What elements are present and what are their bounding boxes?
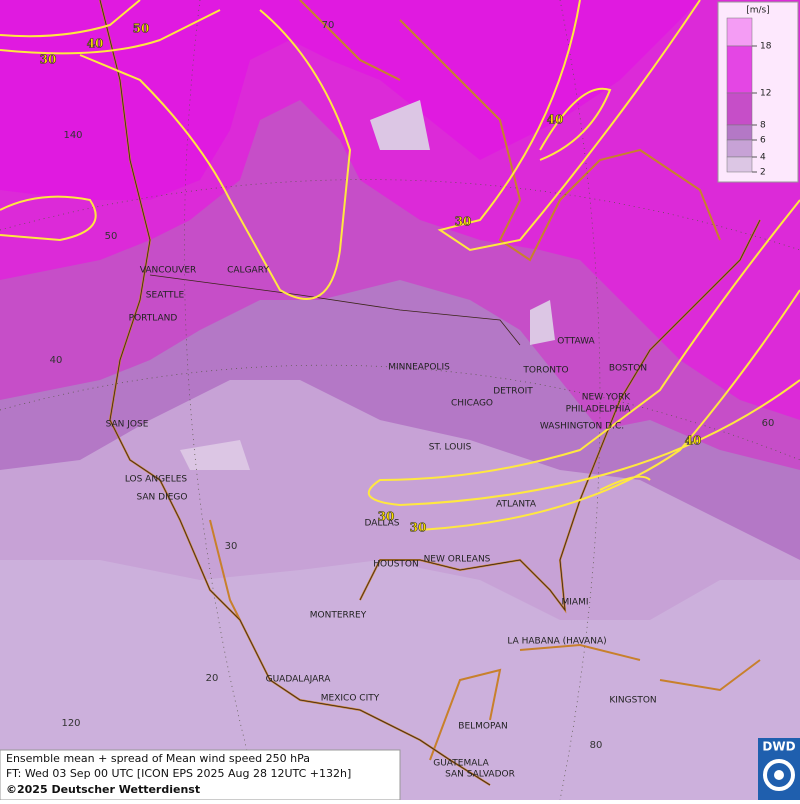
city-label: BOSTON xyxy=(609,364,647,374)
grid-label: 50 xyxy=(105,231,118,242)
city-label: GUADALAJARA xyxy=(266,675,332,685)
field-18 xyxy=(0,0,700,200)
legend-swatch xyxy=(726,92,753,126)
grid-label: 120 xyxy=(61,718,80,729)
city-label: LOS ANGELES xyxy=(125,475,188,485)
grid-label: 20 xyxy=(206,673,219,684)
city-label: TORONTO xyxy=(522,366,568,376)
contour-label: 30 xyxy=(455,215,472,229)
logo-icon xyxy=(763,759,795,791)
city-label: KINGSTON xyxy=(609,696,656,706)
city-label: NEW YORK xyxy=(582,393,632,403)
city-label: SAN JOSE xyxy=(106,420,149,430)
labels: VANCOUVER CALGARY SEATTLE PORTLAND SAN JOSE L… xyxy=(39,20,775,780)
city-label: ATLANTA xyxy=(496,500,537,510)
legend-swatch xyxy=(726,124,753,141)
legend-label: 18 xyxy=(760,42,772,52)
logo-icon xyxy=(774,770,784,780)
contours xyxy=(0,0,800,531)
city-label: MINNEAPOLIS xyxy=(388,363,450,373)
contour-label: 40 xyxy=(547,113,564,127)
contour-label: 40 xyxy=(87,37,104,51)
footer-line: Ensemble mean + spread of Mean wind spee… xyxy=(6,752,310,765)
grid-label: 60 xyxy=(762,418,775,429)
city-label: CALGARY xyxy=(227,266,269,276)
contour-label: 30 xyxy=(410,521,427,535)
footer-line: ©2025 Deutscher Wetterdienst xyxy=(6,783,200,796)
legend-swatch xyxy=(726,139,753,158)
city-label: SEATTLE xyxy=(146,291,185,301)
contour-label: 30 xyxy=(40,53,57,67)
grid-label: 30 xyxy=(225,541,238,552)
footer-box xyxy=(0,749,401,801)
city-label: PORTLAND xyxy=(129,314,178,324)
contour-label: 30 xyxy=(378,510,395,524)
grid-label: 40 xyxy=(50,355,63,366)
city-label: CHICAGO xyxy=(451,399,493,409)
legend-unit: [m/s] xyxy=(746,6,770,16)
city-label: VANCOUVER xyxy=(140,266,197,276)
city-label: MONTERREY xyxy=(310,611,367,621)
city-label: LA HABANA (HAVANA) xyxy=(507,637,606,647)
grid-label: 80 xyxy=(590,740,603,751)
grid-label: 140 xyxy=(63,130,82,141)
city-label: MEXICO CITY xyxy=(321,694,380,704)
legend-swatch xyxy=(726,45,753,94)
legend: 18 12 8 6 4 2 xyxy=(726,17,772,178)
city-label: MIAMI xyxy=(562,598,589,608)
city-label: GUATEMALA xyxy=(433,759,489,769)
grid-label: 70 xyxy=(322,20,335,31)
logo-text: DWD xyxy=(762,740,795,754)
contour-label: 40 xyxy=(685,434,702,448)
legend-label: 6 xyxy=(760,136,766,146)
city-label: PHILADELPHIA xyxy=(566,405,632,415)
city-label: OTTAWA xyxy=(557,337,595,347)
city-label: ST. LOUIS xyxy=(429,443,472,453)
city-label: HOUSTON xyxy=(373,560,418,570)
city-label: DETROIT xyxy=(493,387,533,397)
city-label: DALLAS xyxy=(364,519,399,529)
contour-label: 50 xyxy=(133,22,150,36)
legend-label: 12 xyxy=(760,89,771,99)
legend-swatch xyxy=(726,156,753,173)
footer-line: FT: Wed 03 Sep 00 UTC [ICON EPS 2025 Aug… xyxy=(6,767,351,780)
city-label: WASHINGTON D.C. xyxy=(540,422,624,432)
city-label: NEW ORLEANS xyxy=(424,555,491,565)
city-label: BELMOPAN xyxy=(458,722,507,732)
field-4-6 xyxy=(0,560,800,800)
city-label: SAN DIEGO xyxy=(137,493,188,503)
legend-label: 2 xyxy=(760,168,766,178)
city-label: SAN SALVADOR xyxy=(445,770,515,780)
legend-label: 4 xyxy=(760,153,766,163)
legend-label: 8 xyxy=(760,121,766,131)
legend-swatch xyxy=(726,17,753,47)
